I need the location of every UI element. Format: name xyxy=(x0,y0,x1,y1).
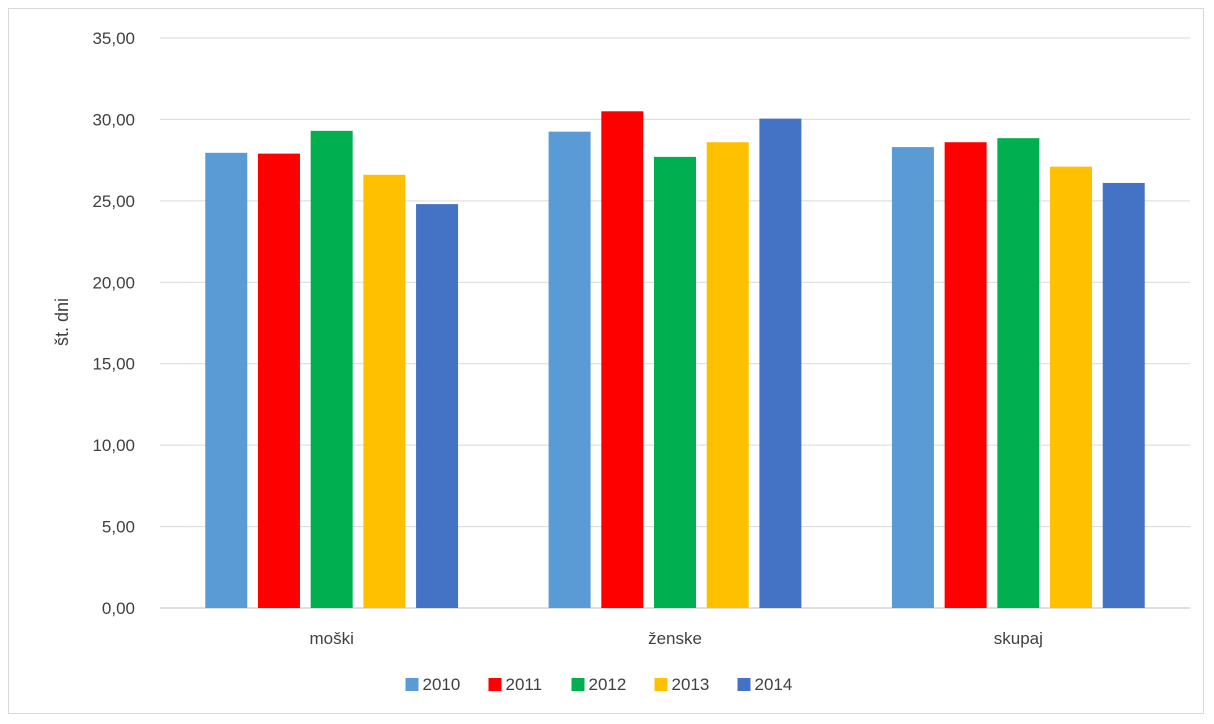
bar-2013-2 xyxy=(1050,166,1093,608)
legend: 2010 2011 2012 2013 2014 xyxy=(405,675,793,694)
y-tick-label: 15,00 xyxy=(92,355,135,374)
legend-swatch-2012 xyxy=(571,678,585,691)
bar-2014-2 xyxy=(1102,182,1145,608)
y-tick-label: 25,00 xyxy=(92,192,135,211)
y-tick-label: 30,00 xyxy=(92,110,135,129)
x-tick-label: ženske xyxy=(648,629,702,648)
y-tick-label: 20,00 xyxy=(92,273,135,292)
bar-2014-1 xyxy=(759,118,802,608)
y-axis-title: št. dni xyxy=(52,298,72,346)
bar-2014-0 xyxy=(416,204,459,608)
legend-swatch-2014 xyxy=(737,678,751,691)
bar-2011-1 xyxy=(601,111,644,609)
bar-2011-0 xyxy=(257,153,300,608)
bar-2010-2 xyxy=(891,147,934,608)
legend-label-2014: 2014 xyxy=(755,675,793,694)
bar-2013-1 xyxy=(706,142,749,608)
bar-2012-1 xyxy=(654,156,696,608)
y-tick-label: 10,00 xyxy=(92,436,135,455)
bar-2011-2 xyxy=(944,142,987,608)
x-tick-label: moški xyxy=(309,629,353,648)
legend-swatch-2013 xyxy=(654,678,668,691)
legend-label-2013: 2013 xyxy=(672,675,710,694)
bar-2013-0 xyxy=(363,174,406,609)
bar-2010-0 xyxy=(205,152,248,609)
legend-label-2010: 2010 xyxy=(423,675,461,694)
bar-2012-0 xyxy=(310,130,353,609)
y-tick-label: 35,00 xyxy=(92,29,135,48)
legend-swatch-2010 xyxy=(405,678,419,691)
y-tick-label: 5,00 xyxy=(102,518,135,537)
legend-label-2011: 2011 xyxy=(506,675,543,694)
legend-label-2012: 2012 xyxy=(589,675,627,694)
bar-2012-2 xyxy=(997,138,1040,608)
y-axis-ticks: 0,00 5,00 10,00 15,00 20,00 25,00 30,00 35,00 xyxy=(92,29,135,618)
x-tick-label: skupaj xyxy=(994,629,1043,648)
y-tick-label: 0,00 xyxy=(102,599,135,618)
x-axis-ticks: moški ženske skupaj xyxy=(309,629,1042,648)
legend-swatch-2011 xyxy=(488,678,502,691)
bar-2010-1 xyxy=(548,131,591,608)
bars xyxy=(205,111,1145,609)
